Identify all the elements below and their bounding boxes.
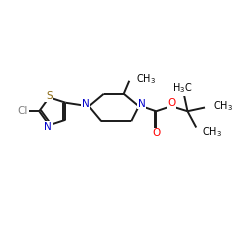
Text: CH$_3$: CH$_3$ (202, 126, 222, 140)
Text: CH$_3$: CH$_3$ (136, 72, 156, 86)
Text: S: S (46, 91, 52, 101)
Text: O: O (152, 128, 160, 138)
Text: O: O (168, 98, 175, 108)
Text: H$_3$C: H$_3$C (172, 81, 192, 95)
Text: Cl: Cl (18, 106, 28, 116)
Text: N: N (138, 99, 145, 109)
Text: N: N (44, 122, 52, 132)
Text: CH$_3$: CH$_3$ (213, 99, 233, 113)
Text: N: N (82, 99, 90, 109)
